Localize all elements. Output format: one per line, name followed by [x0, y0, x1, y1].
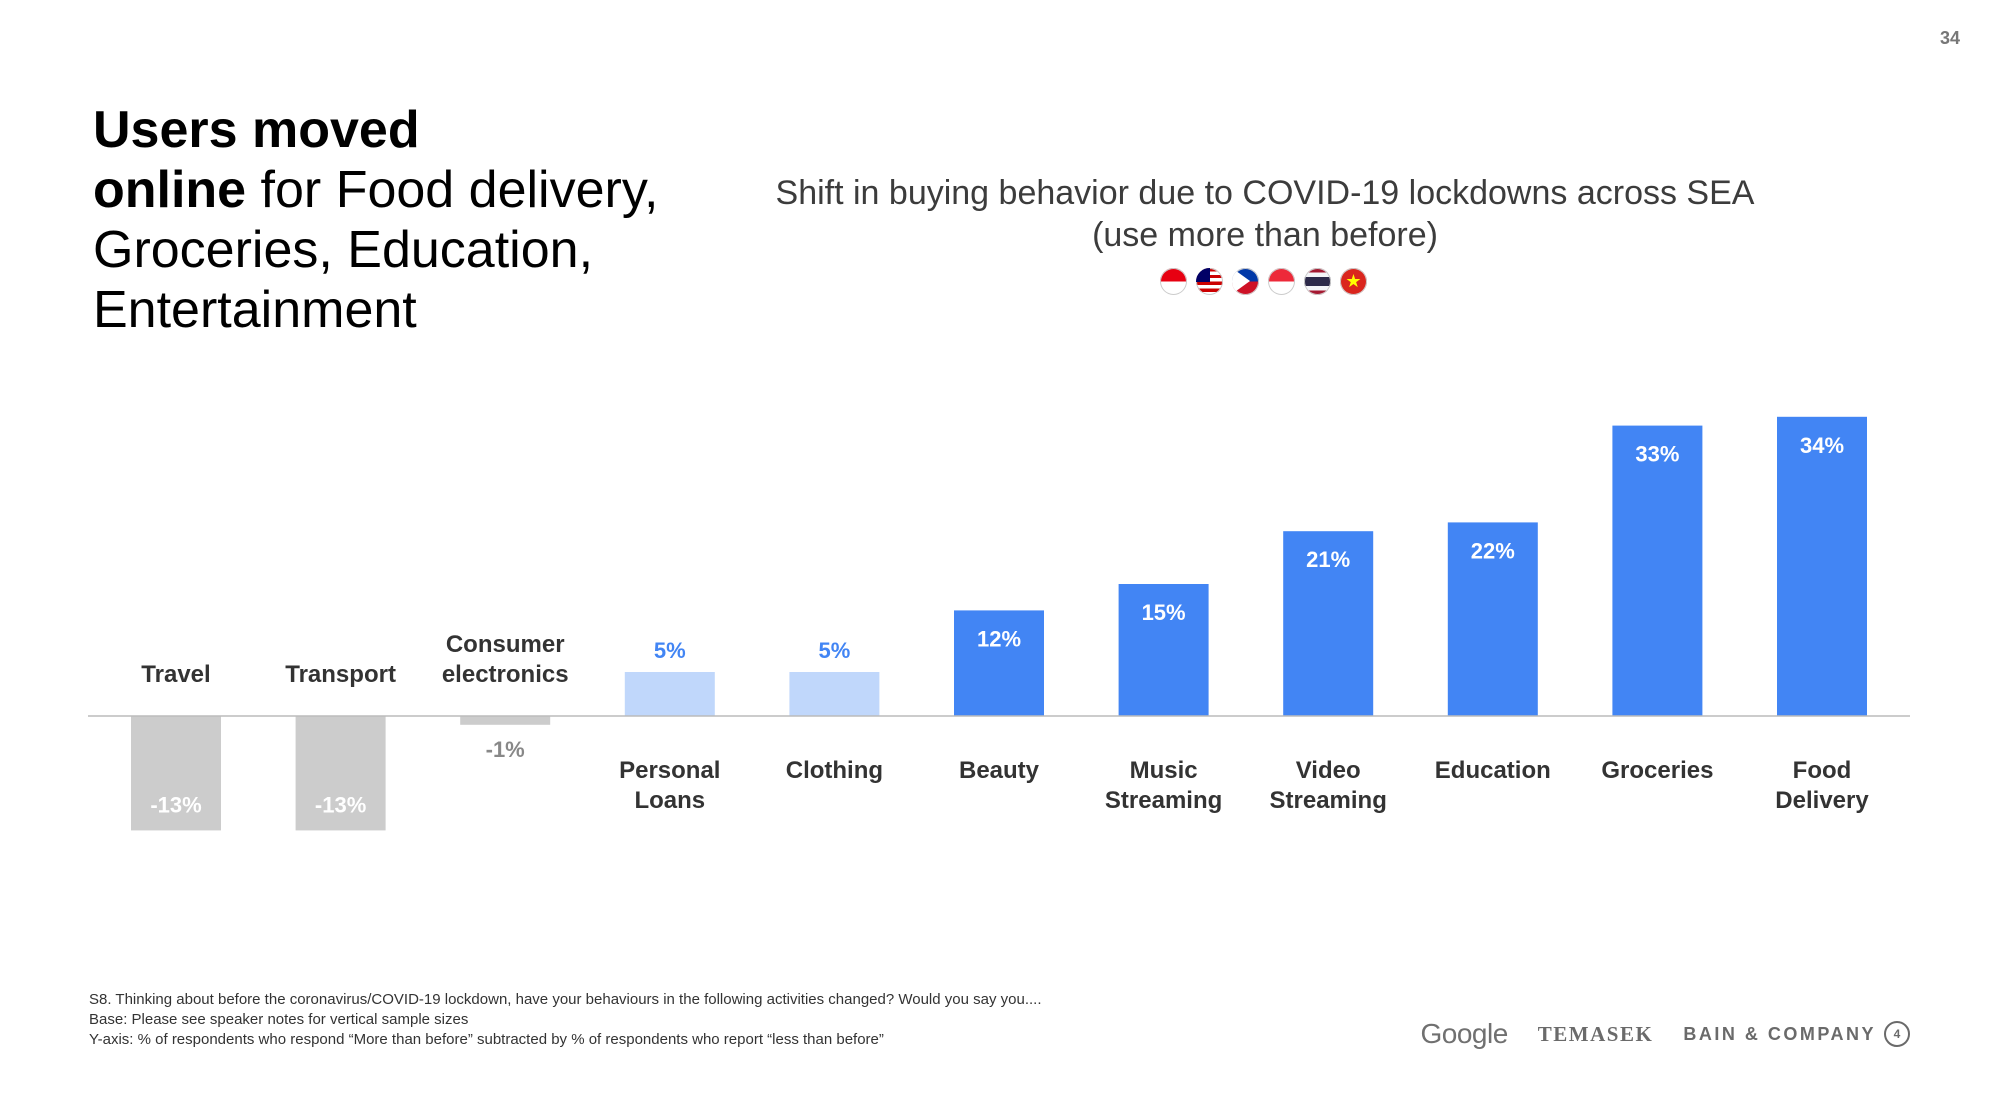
bain-logo: BAIN & COMPANY 4 [1683, 1021, 1910, 1047]
value-label-4: 5% [819, 638, 851, 663]
bar-7 [1283, 531, 1374, 716]
vietnam-flag-icon: ★ [1340, 268, 1367, 295]
category-label-9-0: Groceries [1601, 757, 1713, 784]
value-label-9: 33% [1635, 442, 1679, 467]
bar-6 [1118, 584, 1209, 716]
bar-10 [1777, 416, 1867, 716]
value-label-7: 21% [1306, 547, 1350, 572]
value-label-6: 15% [1142, 600, 1186, 625]
google-logo: Google [1420, 1018, 1509, 1049]
category-label-8-0: Education [1435, 757, 1551, 784]
temasek-logo: TEMASEK [1537, 1021, 1654, 1046]
category-label-7-1: Streaming [1270, 787, 1387, 814]
bar-8 [1447, 522, 1538, 716]
bar-2 [460, 716, 551, 725]
category-label-6-1: Streaming [1105, 787, 1222, 814]
bar-5 [954, 610, 1044, 716]
category-label-0-0: Travel [141, 661, 210, 688]
footnote-base: Base: Please see speaker notes for verti… [89, 1011, 469, 1028]
headline-line-1: Users moved [93, 100, 713, 160]
chart-title: Shift in buying behavior due to COVID-19… [775, 174, 1755, 212]
bain-logo-text: BAIN & COMPANY [1683, 1023, 1876, 1044]
bain-mark-icon: 4 [1884, 1021, 1910, 1047]
singapore-flag-icon [1268, 268, 1295, 295]
bar-0 [131, 716, 221, 831]
footnote-question: S8. Thinking about before the coronaviru… [89, 991, 1042, 1008]
headline-bold-2: online [93, 161, 247, 219]
footnote-y-axis: Y-axis: % of respondents who respond “Mo… [89, 1031, 884, 1048]
chart-subtitle: (use more than before) [1092, 216, 1438, 254]
bar-1 [295, 716, 386, 831]
headline: Users moved online for Food delivery, Gr… [93, 100, 713, 340]
value-label-8: 22% [1471, 538, 1515, 563]
value-label-5: 12% [977, 626, 1021, 651]
footnotes: S8. Thinking about before the coronaviru… [89, 990, 1289, 1050]
category-label-2-0: Consumer [446, 631, 565, 658]
bar-4 [789, 672, 880, 716]
value-label-1: -13% [315, 792, 366, 817]
category-label-3-1: Loans [634, 787, 705, 814]
category-label-3-0: Personal [619, 757, 720, 784]
value-label-3: 5% [654, 638, 686, 663]
category-label-4-0: Clothing [786, 757, 883, 784]
thailand-flag-icon [1304, 268, 1331, 295]
headline-line-3: Groceries, Education, [93, 221, 594, 279]
malaysia-flag-icon [1196, 268, 1223, 295]
country-flags: ★ [1160, 268, 1367, 295]
category-label-7-0: Video [1296, 757, 1361, 784]
category-label-10-1: Delivery [1775, 787, 1869, 814]
category-label-5-0: Beauty [959, 757, 1040, 784]
value-label-0: -13% [150, 792, 201, 817]
headline-bold-1: Users moved [93, 101, 420, 159]
category-label-1-0: Transport [285, 661, 396, 688]
page-number: 34 [1939, 28, 1960, 48]
bar-9 [1612, 425, 1703, 716]
philippines-flag-icon [1232, 268, 1259, 295]
category-label-10-0: Food [1793, 757, 1852, 784]
headline-rest-2: for Food delivery, [246, 161, 659, 219]
value-label-10: 34% [1800, 433, 1844, 458]
bar-3 [624, 672, 715, 716]
headline-line-4: Entertainment [93, 281, 417, 339]
partner-logos: Google TEMASEK BAIN & COMPANY 4 [1420, 1018, 1910, 1050]
chart-title-block: Shift in buying behavior due to COVID-19… [700, 172, 1830, 256]
headline-line-2: online for Food delivery, [93, 160, 713, 220]
value-label-2: -1% [486, 737, 525, 762]
category-label-6-0: Music [1130, 757, 1198, 784]
category-label-2-1: electronics [442, 661, 569, 688]
indonesia-flag-icon [1160, 268, 1187, 295]
